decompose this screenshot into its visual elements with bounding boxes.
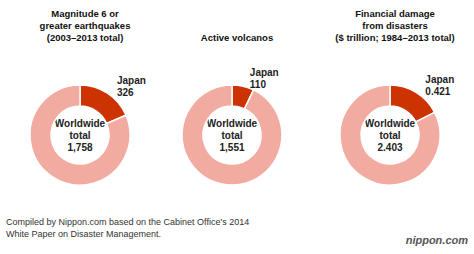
svg-text:total: total [379,130,400,141]
svg-text:Worldwide: Worldwide [365,118,416,129]
svg-text:($ trillion; 1984–2013 total): ($ trillion; 1984–2013 total) [335,32,454,43]
svg-text:(2003–2013 total): (2003–2013 total) [47,32,124,43]
svg-text:Worldwide: Worldwide [207,118,258,129]
svg-text:from disasters: from disasters [362,20,427,31]
svg-text:Japan: Japan [117,75,146,86]
svg-text:Financial damage: Financial damage [355,8,435,19]
svg-text:Active volcanos: Active volcanos [201,32,273,43]
svg-text:Japan: Japan [250,67,279,78]
svg-text:nippon.com: nippon.com [406,234,469,246]
svg-text:Worldwide: Worldwide [55,118,106,129]
svg-text:greater earthquakes: greater earthquakes [40,20,131,31]
svg-text:Compiled by Nippon.com based o: Compiled by Nippon.com based on the Cabi… [6,217,249,227]
svg-text:total: total [69,130,90,141]
svg-text:0.421: 0.421 [425,86,450,97]
svg-text:Magnitude 6 or: Magnitude 6 or [51,8,119,19]
svg-text:Japan: Japan [425,74,454,85]
svg-text:1,551: 1,551 [219,142,244,153]
svg-text:total: total [221,130,242,141]
svg-text:White Paper on Disaster Manage: White Paper on Disaster Management. [6,229,161,239]
svg-text:2.403: 2.403 [377,142,402,153]
svg-text:110: 110 [250,79,267,90]
svg-text:326: 326 [117,87,134,98]
svg-text:1,758: 1,758 [67,142,92,153]
